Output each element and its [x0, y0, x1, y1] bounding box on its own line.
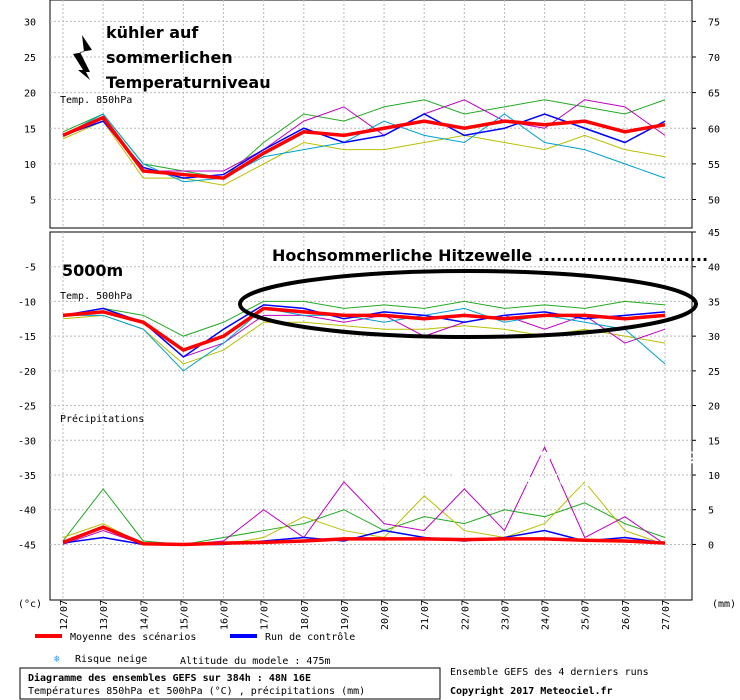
y-tick-label: -15: [18, 332, 36, 343]
x-tick-label: 27/07: [661, 600, 672, 630]
series-line: [62, 120, 666, 186]
y-tick-label: -5: [24, 263, 36, 274]
y2-tick-label: 75: [708, 17, 720, 28]
series-line: [62, 115, 666, 180]
annotation: geringe NS-Signale: keine skaligen Niede…: [258, 445, 714, 464]
annotation: sommerlichen: [106, 48, 233, 67]
annotation: kühler auf: [106, 23, 199, 42]
x-tick-label: 13/07: [99, 600, 110, 630]
x-tick-label: 25/07: [581, 600, 592, 630]
y2-tick-label: 55: [708, 160, 720, 171]
panel-500: [49, 231, 693, 601]
y2-tick-label: 10: [708, 471, 720, 482]
y2-tick-label: 60: [708, 124, 720, 135]
x-tick-label: 18/07: [300, 600, 311, 630]
x-tick-label: 26/07: [621, 600, 632, 630]
y-tick-label: -10: [18, 297, 36, 308]
x-tick-label: 21/07: [420, 600, 431, 630]
series-line: [62, 306, 666, 352]
plot-layer: 12/07 13/07 14/07 15/07 16/07 17/07 18/07 19/07…: [18, 0, 720, 630]
y-tick-label: -45: [18, 540, 36, 551]
panel-label: Temp. 500hPa: [60, 291, 132, 302]
series-line: [63, 307, 666, 372]
y-tick-label: 25: [24, 53, 36, 64]
series-line: [62, 99, 666, 179]
snow-icon: ❄: [54, 654, 61, 665]
series-line: [62, 99, 666, 172]
y-tick-label: -20: [18, 367, 36, 378]
y-tick-label: 15: [24, 124, 36, 135]
x-tick-label: 16/07: [220, 600, 231, 630]
legend-note: Altitude du modele : 475m: [180, 656, 331, 667]
unit-label: (mm): [712, 599, 736, 610]
y-tick-label: -25: [18, 402, 36, 413]
panel-label: Temp. 850hPa: [60, 95, 132, 106]
y2-tick-label: 65: [708, 89, 720, 100]
y2-tick-label: 15: [708, 436, 720, 447]
x-tick-label: 17/07: [260, 600, 271, 630]
x-tick-label: 22/07: [460, 600, 471, 630]
x-tick-label: 14/07: [139, 600, 150, 630]
annotation: 5000m: [62, 261, 123, 280]
x-tick-label: 19/07: [340, 600, 351, 630]
footer-title: Diagramme des ensembles GEFS sur 384h : …: [28, 672, 311, 684]
footer-box: [19, 667, 441, 700]
x-tick-label: 23/07: [500, 600, 511, 630]
legend-label: Moyenne des scénarios: [70, 631, 196, 643]
x-tick-label: 24/07: [541, 600, 552, 630]
legend-label: Run de contrôle: [265, 631, 355, 643]
y2-tick-label: 70: [708, 53, 720, 64]
footer-note: Ensemble GEFS des 4 derniers runs: [450, 667, 649, 678]
y2-tick-label: 35: [708, 297, 720, 308]
y-tick-label: -30: [18, 436, 36, 447]
y2-tick-label: 30: [708, 332, 720, 343]
annotation: Hochsommerliche Hitzewelle .............…: [272, 246, 708, 265]
y-tick-label: -40: [18, 506, 36, 517]
y2-tick-label: 25: [708, 367, 720, 378]
series-line: [62, 525, 666, 547]
y-tick-label: 10: [24, 160, 36, 171]
highlight-ellipse: [238, 269, 698, 339]
x-tick-label: 20/07: [380, 600, 391, 630]
x-tick-label: 15/07: [179, 600, 190, 630]
lightning-icon: [73, 35, 92, 80]
panel-label: Précipitations: [60, 413, 144, 425]
y-tick-label: 30: [24, 17, 36, 28]
y2-tick-label: 50: [708, 196, 720, 207]
y2-tick-label: 5: [708, 506, 714, 517]
annotation: Temperaturniveau: [106, 73, 271, 92]
y2-tick-label: 20: [708, 402, 720, 413]
unit-label: (°c): [18, 599, 42, 610]
y2-tick-label: 0: [708, 540, 714, 551]
y-tick-label: 5: [30, 196, 36, 207]
panel-850: [49, 0, 693, 229]
x-tick-label: 12/07: [59, 600, 70, 630]
y-tick-label: 20: [24, 89, 36, 100]
footer-copyright: Copyright 2017 Meteociel.fr: [450, 685, 613, 697]
series-line: [62, 300, 666, 337]
legend-note: Risque neige: [75, 654, 147, 665]
y2-tick-label: 40: [708, 263, 720, 274]
annotation: nur konvektive Ereignisse (Gewitter): [312, 471, 645, 490]
y-tick-label: -35: [18, 471, 36, 482]
footer-subtitle: Températures 850hPa et 500hPa (°C) , pré…: [28, 685, 365, 697]
y2-tick-label: 45: [708, 228, 720, 239]
